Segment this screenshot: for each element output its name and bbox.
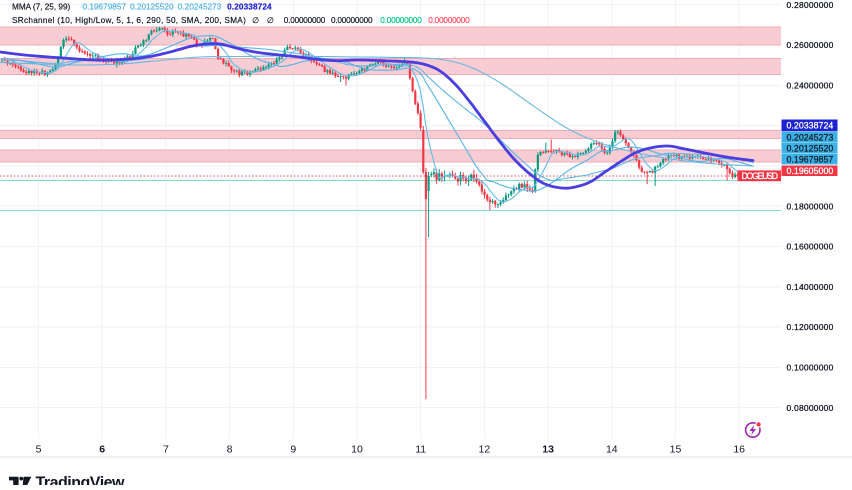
svg-text:8: 8 <box>227 444 233 456</box>
svg-text:7: 7 <box>163 444 169 456</box>
svg-text:0.26000000: 0.26000000 <box>787 40 834 50</box>
svg-text:15: 15 <box>670 444 682 456</box>
svg-text:DOGEUSD: DOGEUSD <box>742 171 779 181</box>
svg-text:0.12000000: 0.12000000 <box>787 322 834 332</box>
svg-text:0.20338724: 0.20338724 <box>787 121 834 131</box>
svg-text:11: 11 <box>415 444 426 456</box>
svg-text:0.20125520: 0.20125520 <box>787 143 834 153</box>
svg-text:0.20245273: 0.20245273 <box>787 132 834 142</box>
svg-text:12: 12 <box>479 444 491 456</box>
svg-text:16: 16 <box>733 444 745 456</box>
svg-text:0.28000000: 0.28000000 <box>787 0 834 10</box>
svg-text:0.18000000: 0.18000000 <box>787 201 834 211</box>
svg-text:0.24000000: 0.24000000 <box>787 80 834 90</box>
svg-text:SRchannel (10, High/Low, 5, 1,: SRchannel (10, High/Low, 5, 1, 6, 290, 5… <box>12 16 470 25</box>
svg-text:0.14000000: 0.14000000 <box>787 282 834 292</box>
svg-text:10: 10 <box>351 444 363 456</box>
svg-text:9: 9 <box>290 444 296 456</box>
svg-text:0.16000000: 0.16000000 <box>787 242 834 252</box>
svg-text:13: 13 <box>542 444 554 456</box>
svg-text:0.19679857: 0.19679857 <box>787 154 834 164</box>
svg-text:5: 5 <box>36 444 42 456</box>
svg-text:0.19605000: 0.19605000 <box>787 166 834 176</box>
svg-text:0.10000000: 0.10000000 <box>787 363 834 373</box>
svg-text:0.08000000: 0.08000000 <box>787 403 834 413</box>
svg-text:14: 14 <box>606 444 618 456</box>
svg-text:6: 6 <box>99 444 105 456</box>
svg-text:TradingView: TradingView <box>36 474 126 485</box>
